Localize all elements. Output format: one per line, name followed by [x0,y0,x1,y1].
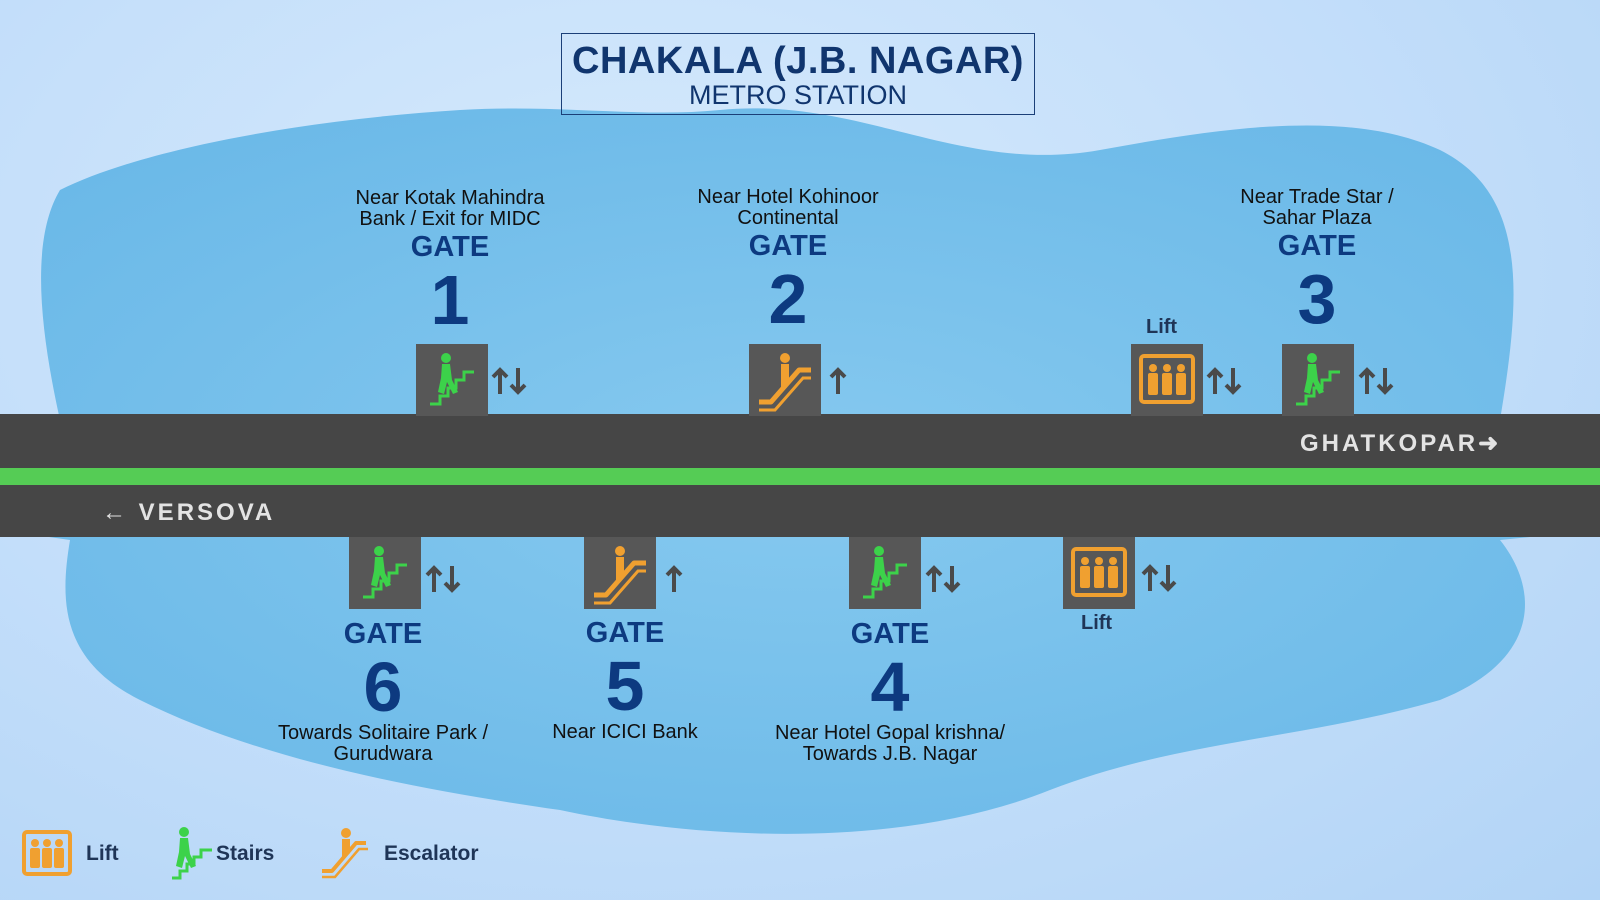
gate-4-desc-2: Towards J.B. Nagar [802,743,978,765]
lift-north[interactable] [1131,344,1203,416]
gate-2[interactable]: Near Hotel Kohinoor Continental GATE 2 [658,186,918,338]
up-down-arrows-icon [425,565,461,593]
direction-versova-label: VERSOVA [138,499,276,526]
gate-2-escalator[interactable] [749,344,821,416]
gate-6-word: GATE [343,618,423,650]
gate-3[interactable]: Near Trade Star / Sahar Plaza GATE 3 [1187,186,1447,338]
stairs-icon [430,353,474,406]
gate-3-desc-2: Sahar Plaza [1262,207,1372,229]
track-west [0,485,1600,537]
gate-1[interactable]: Near Kotak Mahindra Bank / Exit for MIDC… [320,187,580,339]
gate-4-word: GATE [850,618,930,650]
track-east [0,414,1600,468]
gate-2-word: GATE [748,230,828,262]
gate-6[interactable]: GATE 6 Towards Solitaire Park / Gurudwar… [253,617,513,765]
lift-south[interactable] [1063,537,1135,609]
up-down-arrows-icon [1358,367,1394,395]
gate-4-desc-1: Near Hotel Gopal krishna/ [774,722,1006,744]
arrow-left-icon: ← [102,499,129,526]
gate-6-stairs[interactable] [349,537,421,609]
escalator-icon [759,353,811,412]
legend-stairs-icon [172,827,212,880]
stairs-icon [1296,353,1340,406]
direction-ghatkopar: GHATKOPAR➜ [1300,429,1501,458]
legend-stairs-label: Stairs [216,842,275,865]
gate-2-desc-1: Near Hotel Kohinoor [697,186,879,208]
gate-3-desc-1: Near Trade Star / [1240,186,1394,208]
metro-line [0,468,1600,485]
gate-1-word: GATE [410,231,490,263]
up-down-arrows-icon [491,367,527,395]
gate-1-stairs[interactable] [416,344,488,416]
gate-1-updown-arrows [490,366,528,396]
gate-1-desc-2: Bank / Exit for MIDC [359,208,541,230]
lift-icon [1071,547,1127,597]
up-down-arrows-icon [925,565,961,593]
gate-5[interactable]: GATE 5 Near ICICI Bank [495,616,755,743]
station-title: CHAKALA (J.B. NAGAR) [572,40,1024,82]
escalator-icon [594,546,646,605]
gate-3-stairs[interactable] [1282,344,1354,416]
gate-3-word: GATE [1277,230,1357,262]
up-down-arrows-icon [1206,367,1242,395]
lift-north-arrows [1205,366,1243,396]
up-down-arrows-icon [1141,564,1177,592]
arrow-right-icon: ➜ [1478,430,1502,457]
gate-6-updown-arrows [424,564,462,594]
lift-icon [1139,354,1195,404]
gate-6-number: 6 [363,648,403,726]
gate-2-up-arrow [828,366,848,396]
gate-4[interactable]: GATE 4 Near Hotel Gopal krishna/ Towards… [760,617,1020,765]
station-subtitle: METRO STATION [689,80,907,110]
gate-1-desc-1: Near Kotak Mahindra [355,187,545,209]
gate-5-escalator[interactable] [584,537,656,609]
gate-6-desc-2: Gurudwara [333,743,433,765]
gate-3-number: 3 [1297,260,1337,338]
gate-4-updown-arrows [924,564,962,594]
stairs-icon [363,546,407,599]
gate-2-desc-2: Continental [737,207,839,229]
up-arrow-icon [829,367,847,394]
gate-5-up-arrow [664,564,684,594]
legend-lift-label: Lift [86,842,119,865]
legend-lift-icon [22,830,72,876]
gate-5-word: GATE [585,617,665,649]
direction-ghatkopar-label: GHATKOPAR [1300,430,1479,457]
stairs-icon [863,546,907,599]
legend-escalator-icon [322,828,368,879]
lift-south-label: Lift [1081,612,1113,634]
lift-south-arrows [1140,563,1178,593]
gate-5-number: 5 [605,647,645,725]
gate-4-number: 4 [870,648,910,726]
up-arrow-icon [665,565,683,592]
station-title-box: CHAKALA (J.B. NAGAR) METRO STATION [561,33,1035,115]
gate-2-number: 2 [768,260,808,338]
direction-versova: ← VERSOVA [102,499,275,527]
gate-5-desc-1: Near ICICI Bank [552,721,698,743]
legend-escalator-label: Escalator [384,842,479,865]
gate-1-number: 1 [430,261,470,339]
lift-north-label: Lift [1146,316,1178,338]
gate-4-stairs[interactable] [849,537,921,609]
gate-6-desc-1: Towards Solitaire Park / [277,722,489,744]
gate-3-updown-arrows [1357,366,1395,396]
